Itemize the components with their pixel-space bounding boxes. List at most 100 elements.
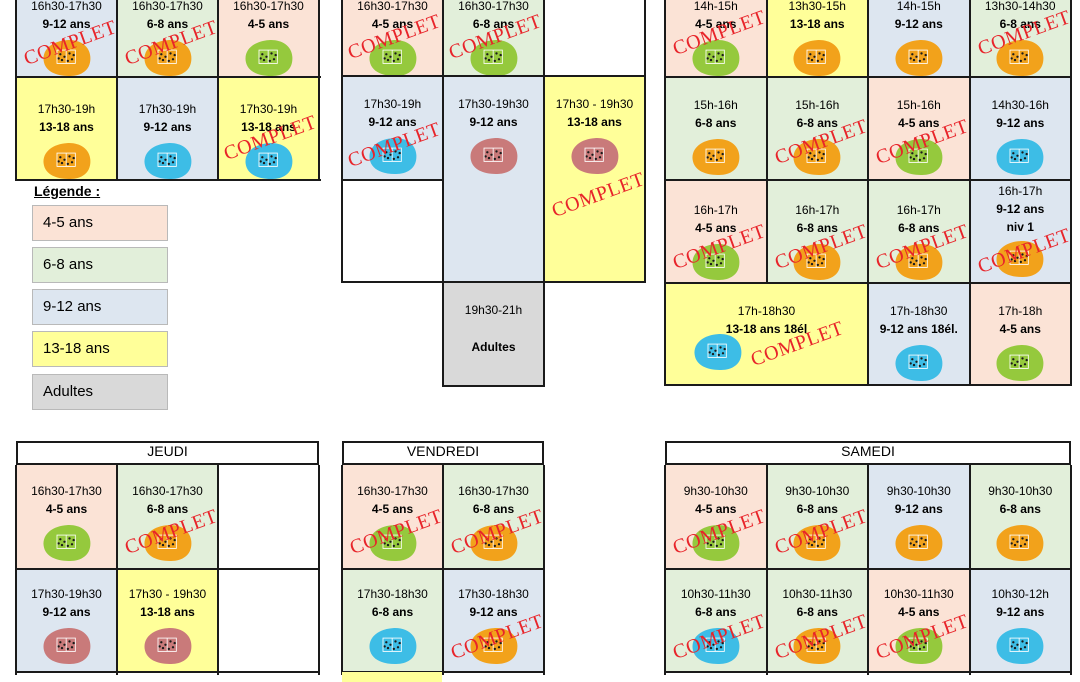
slot-age: 9-12 ans (368, 115, 417, 129)
slot-level: niv 1 (1006, 220, 1034, 234)
slot-age: 6-8 ans (796, 116, 838, 130)
rugby-ball-icon (144, 40, 191, 77)
schedule-slot: 16h30-17h30 6-8 ans COMPLET (443, 465, 544, 568)
grid-line (1070, 0, 1072, 386)
grid-line (968, 0, 971, 386)
grid-line (15, 568, 320, 570)
rugby-ball-icon (793, 139, 841, 176)
slot-age: 4-5 ans (898, 116, 940, 130)
rugby-ball-icon (43, 40, 90, 77)
grid-line (217, 465, 219, 675)
schedule-slot: 15h-16h 6-8 ans (665, 77, 767, 180)
slot-time: 10h30-11h30 (680, 587, 751, 601)
rugby-ball-icon (144, 525, 191, 562)
grid-line (15, 0, 17, 181)
grid-line (15, 465, 17, 675)
grid-line (543, 465, 545, 675)
rugby-ball-icon (43, 525, 90, 562)
grid-line (217, 0, 219, 181)
grid-line (664, 465, 666, 675)
schedule-slot: 14h30-16h 9-12 ans (969, 77, 1071, 180)
rugby-ball-icon (996, 525, 1044, 562)
empty-slot (218, 465, 319, 568)
schedule-slot: 16h-17h 4-5 ans COMPLET (665, 180, 767, 283)
grid-line (16, 179, 321, 181)
empty-slot (544, 0, 645, 76)
grid-line (644, 0, 646, 282)
rugby-ball-icon (369, 628, 416, 665)
day-header-samedi: SAMEDI (665, 441, 1071, 465)
slot-time: 17h30-19h (363, 97, 422, 111)
grid-line (15, 671, 320, 673)
rugby-ball-icon (43, 143, 90, 180)
legend-item: 13-18 ans (32, 331, 168, 367)
grid-line (116, 0, 118, 181)
slot-time: 13h30-14h30 (984, 0, 1056, 13)
slot-age: 13-18 ans (567, 115, 622, 129)
schedule-slot: 13h30-14h30 6-8 ans COMPLET (969, 0, 1071, 77)
schedule-slot: 9h30-10h30 9-12 ans (868, 465, 970, 568)
slot-age: 4-5 ans (371, 502, 414, 516)
rugby-ball-icon (895, 628, 943, 665)
schedule-slot: 16h30-17h30 4-5 ans (218, 0, 319, 77)
schedule-slot: 17h30-19h 13-18 ans (16, 77, 117, 180)
rugby-ball-icon (470, 628, 517, 665)
slot-time: 16h-17h (693, 203, 738, 217)
schedule-slot: 16h30-17h30 4-5 ans (16, 465, 117, 568)
slot-age: 9-12 ans 18él. (879, 322, 958, 336)
slot-age: 9-12 ans (42, 605, 91, 619)
slot-time: 10h30-11h30 (782, 587, 853, 601)
slot-age: 9-12 ans (996, 605, 1045, 619)
slot-age: 6-8 ans (796, 502, 838, 516)
grid-line (341, 0, 343, 282)
rugby-ball-icon (144, 143, 191, 180)
slot-time: 14h-15h (693, 0, 738, 13)
rugby-ball-icon (571, 138, 618, 175)
rugby-ball-icon (996, 139, 1044, 176)
schedule-slot: 16h30-17h30 9-12 ans COMPLET (16, 0, 117, 77)
slot-age: 13-18 ans (789, 17, 845, 31)
rugby-ball-icon (793, 525, 841, 562)
slot-age: 9-12 ans (469, 115, 518, 129)
slot-age: 4-5 ans (247, 17, 290, 31)
slot-age: 9-12 ans (894, 502, 943, 516)
schedule-slot: 17h30-19h 13-18 ans COMPLET (218, 77, 319, 180)
slot-time: 17h-18h30 (890, 304, 948, 318)
grid-line (968, 465, 971, 675)
slot-time: 9h30-10h30 (683, 484, 748, 498)
legend-item: 4-5 ans (32, 205, 168, 241)
slot-age: 4-5 ans (898, 605, 940, 619)
slot-time: 10h30-11h30 (883, 587, 954, 601)
schedule-slot: 15h-16h 4-5 ans COMPLET (868, 77, 970, 180)
grid-line (341, 465, 343, 675)
slot-time: 16h30-17h30 (31, 484, 102, 498)
schedule-slot: 17h30-19h 9-12 ans COMPLET (342, 76, 443, 180)
grid-line (318, 465, 320, 675)
day-header-vendredi: VENDREDI (342, 441, 544, 465)
slot-age: 13-18 ans (140, 605, 195, 619)
schedule-slot: 10h30-11h30 4-5 ans COMPLET (868, 568, 970, 671)
schedule-slot: 17h30-19h 9-12 ans (117, 77, 218, 180)
slot-age: 6-8 ans (371, 605, 414, 619)
schedule-slot: 9h30-10h30 6-8 ans (969, 465, 1071, 568)
schedule-slot: 17h30 - 19h30 13-18 ans COMPLET (544, 76, 645, 282)
rugby-ball-icon (470, 40, 517, 76)
slot-time: 16h30-17h30 (31, 0, 102, 13)
schedule-slot: 15h-16h 6-8 ans COMPLET (766, 77, 868, 180)
rugby-ball-icon (694, 334, 742, 371)
slot-age: 6-8 ans (146, 502, 189, 516)
slot-time: 17h-18h (998, 304, 1043, 318)
rugby-ball-icon (692, 40, 740, 77)
grid-line (318, 0, 320, 181)
slot-age: 13-18 ans 18él (725, 322, 808, 336)
rugby-ball-icon (996, 40, 1044, 77)
slot-time: 16h30-17h30 (458, 0, 529, 13)
grid-line (867, 0, 869, 386)
slot-age: 13-18 ans (241, 120, 296, 134)
legend-title: Légende : (34, 183, 101, 199)
grid-line (116, 465, 118, 675)
slot-time: 17h30-18h30 (458, 587, 529, 601)
empty-slot (342, 180, 443, 282)
rugby-ball-icon (245, 143, 292, 180)
slot-age: 9-12 ans (469, 605, 518, 619)
